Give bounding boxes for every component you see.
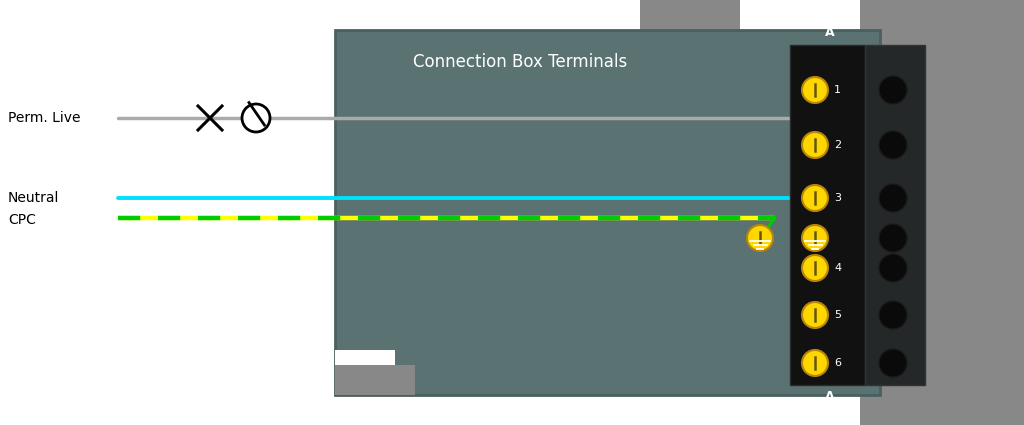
Circle shape (802, 132, 828, 158)
Text: Neutral: Neutral (8, 191, 59, 205)
Bar (860, 0, 1024, 425)
Circle shape (879, 131, 907, 159)
Circle shape (802, 255, 828, 281)
Bar (640, 0, 740, 45)
Circle shape (802, 77, 828, 103)
Polygon shape (335, 365, 415, 395)
Text: A: A (825, 391, 835, 403)
Text: Connection Box Terminals: Connection Box Terminals (413, 53, 627, 71)
Circle shape (879, 224, 907, 252)
Text: 5: 5 (834, 310, 841, 320)
Bar (865, 45, 925, 385)
Circle shape (879, 254, 907, 282)
Bar (335, 350, 395, 395)
Circle shape (879, 301, 907, 329)
Text: 4: 4 (834, 263, 841, 273)
Text: 1: 1 (834, 85, 841, 95)
Text: Perm. Live: Perm. Live (8, 111, 81, 125)
Bar (900, 340, 1024, 425)
Circle shape (802, 350, 828, 376)
Text: CPC: CPC (8, 213, 36, 227)
Circle shape (242, 104, 270, 132)
Bar (335, 30, 880, 395)
Circle shape (802, 225, 828, 251)
Text: 3: 3 (834, 193, 841, 203)
Circle shape (879, 349, 907, 377)
Circle shape (746, 225, 773, 251)
Circle shape (802, 185, 828, 211)
Text: 6: 6 (834, 358, 841, 368)
Bar (790, 45, 865, 385)
Circle shape (879, 76, 907, 104)
Bar (335, 365, 415, 395)
Circle shape (802, 302, 828, 328)
Text: 2: 2 (834, 140, 841, 150)
Text: A: A (825, 26, 835, 39)
Circle shape (879, 184, 907, 212)
